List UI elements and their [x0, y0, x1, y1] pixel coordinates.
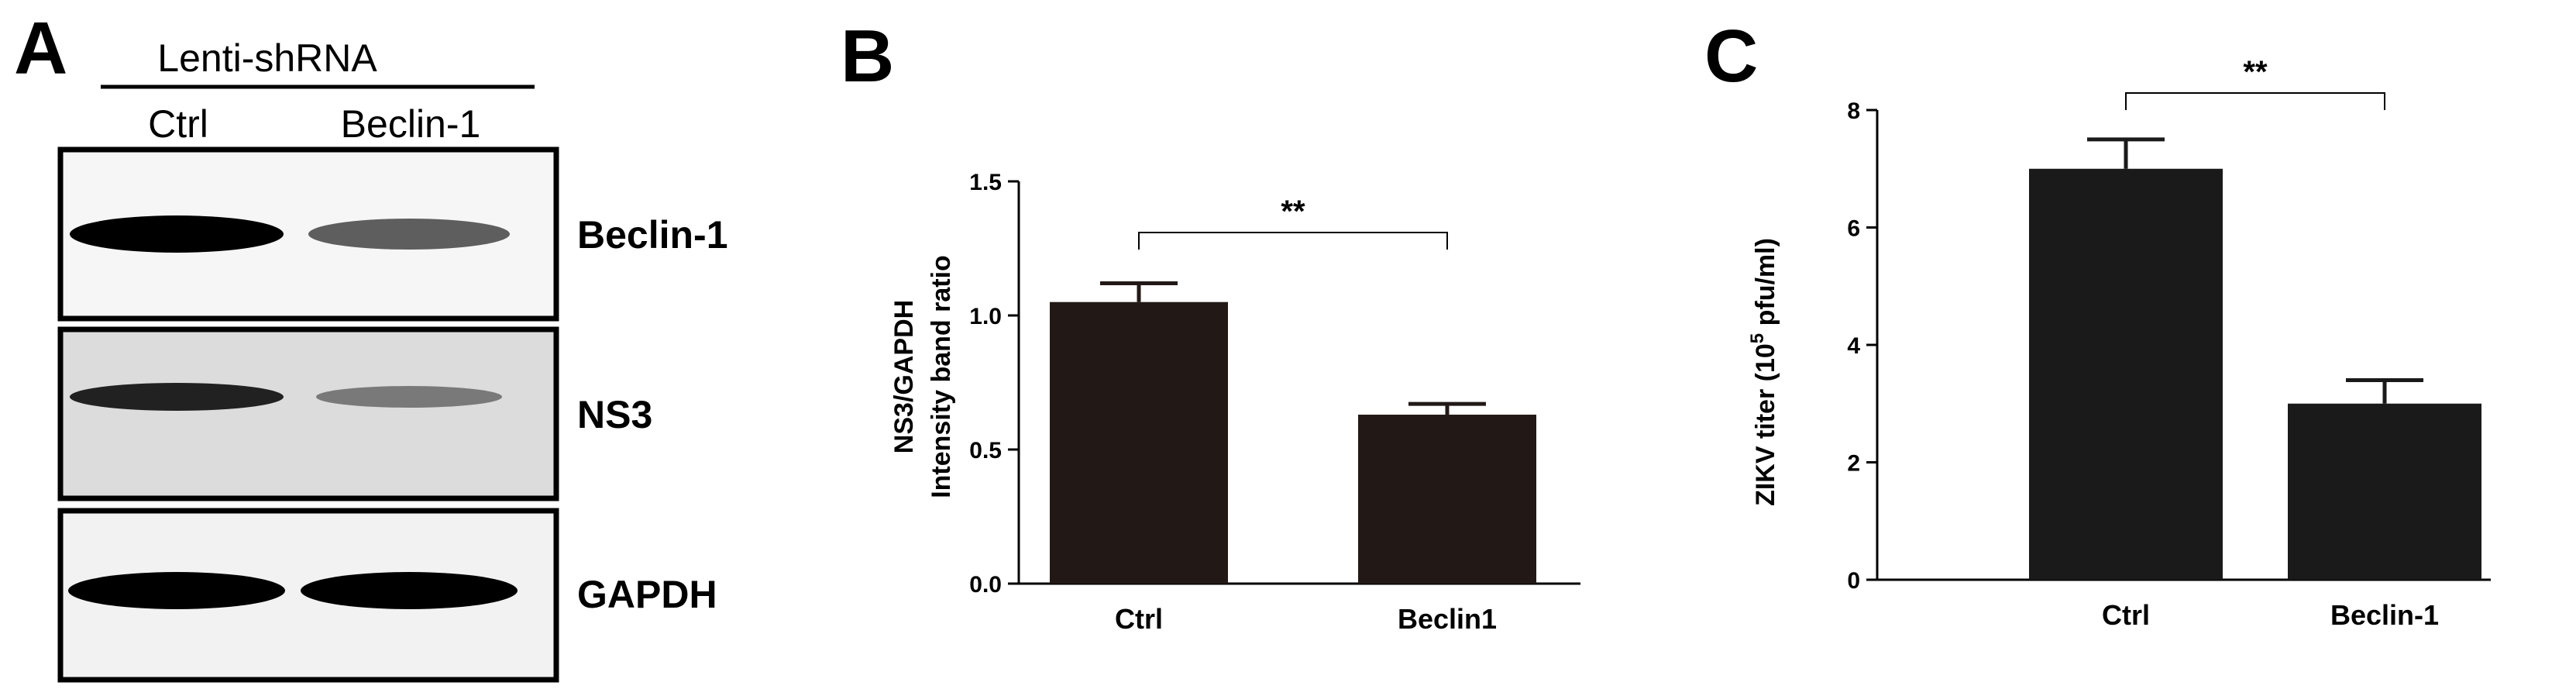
y-tick-label: 1.0 [969, 304, 1002, 329]
x-category-label: Ctrl [2102, 599, 2150, 631]
panel-c-y-axis-label: ZIKV titer (105 pfu/ml) [1747, 238, 1780, 506]
y-tick-label: 2 [1847, 451, 1860, 477]
y-tick-label: 1.5 [969, 170, 1002, 195]
bar-beclin1 [1358, 415, 1536, 584]
blot-label-beclin-1: Beclin-1 [577, 213, 728, 257]
significance-bracket [1138, 232, 1448, 250]
significance-marker: ** [1281, 195, 1305, 229]
y-tick-label: 6 [1847, 216, 1860, 242]
blot-header-label: Lenti-shRNA [157, 36, 377, 80]
panel-b-chart: B NS3/GAPDH Intensity band ratio 0.0 0.5 1… [841, 15, 1580, 635]
y-tick-label: 0.0 [969, 572, 1002, 598]
x-category-label: Ctrl [1115, 603, 1163, 635]
lane-label-beclin-1: Beclin-1 [341, 102, 481, 146]
blot-label-gapdh: GAPDH [577, 573, 717, 616]
y-tick-label: 0 [1847, 568, 1860, 594]
panel-c-chart: C ZIKV titer (105 pfu/ml) 0 2 4 6 8 Ctrl Becli… [1704, 15, 2491, 631]
x-category-label: Beclin1 [1398, 603, 1497, 635]
bar-beclin-1 [2288, 403, 2481, 580]
bar-ctrl [2029, 168, 2223, 580]
blot-box-ns3 [57, 326, 559, 501]
y-tick-label: 8 [1847, 98, 1860, 124]
bar-ctrl [1050, 301, 1228, 584]
band-ns3-beclin [316, 386, 502, 408]
band-gapdh-beclin [301, 572, 518, 609]
band-beclin-1-ctrl [70, 215, 284, 253]
band-beclin-1-beclin [308, 219, 510, 250]
y-tick-label: 4 [1847, 333, 1860, 359]
significance-bracket [2125, 92, 2385, 110]
panel-a-letter: A [14, 7, 67, 90]
panel-b-y-axis-label-line2: Intensity band ratio [927, 255, 956, 498]
panel-b-letter: B [841, 15, 894, 98]
band-gapdh-ctrl [68, 572, 285, 609]
y-tick-label: 0.5 [969, 438, 1002, 463]
blot-label-ns3: NS3 [577, 393, 652, 436]
x-category-label: Beclin-1 [2330, 599, 2439, 631]
panel-a: A Lenti-shRNA Ctrl Beclin-1 Beclin-1 NS3… [14, 7, 728, 683]
panel-b-y-axis-label-line1: NS3/GAPDH [889, 300, 919, 453]
band-ns3-ctrl [70, 383, 284, 411]
significance-marker: ** [2243, 55, 2268, 89]
lane-label-ctrl: Ctrl [148, 102, 208, 146]
panel-c-letter: C [1704, 15, 1758, 98]
